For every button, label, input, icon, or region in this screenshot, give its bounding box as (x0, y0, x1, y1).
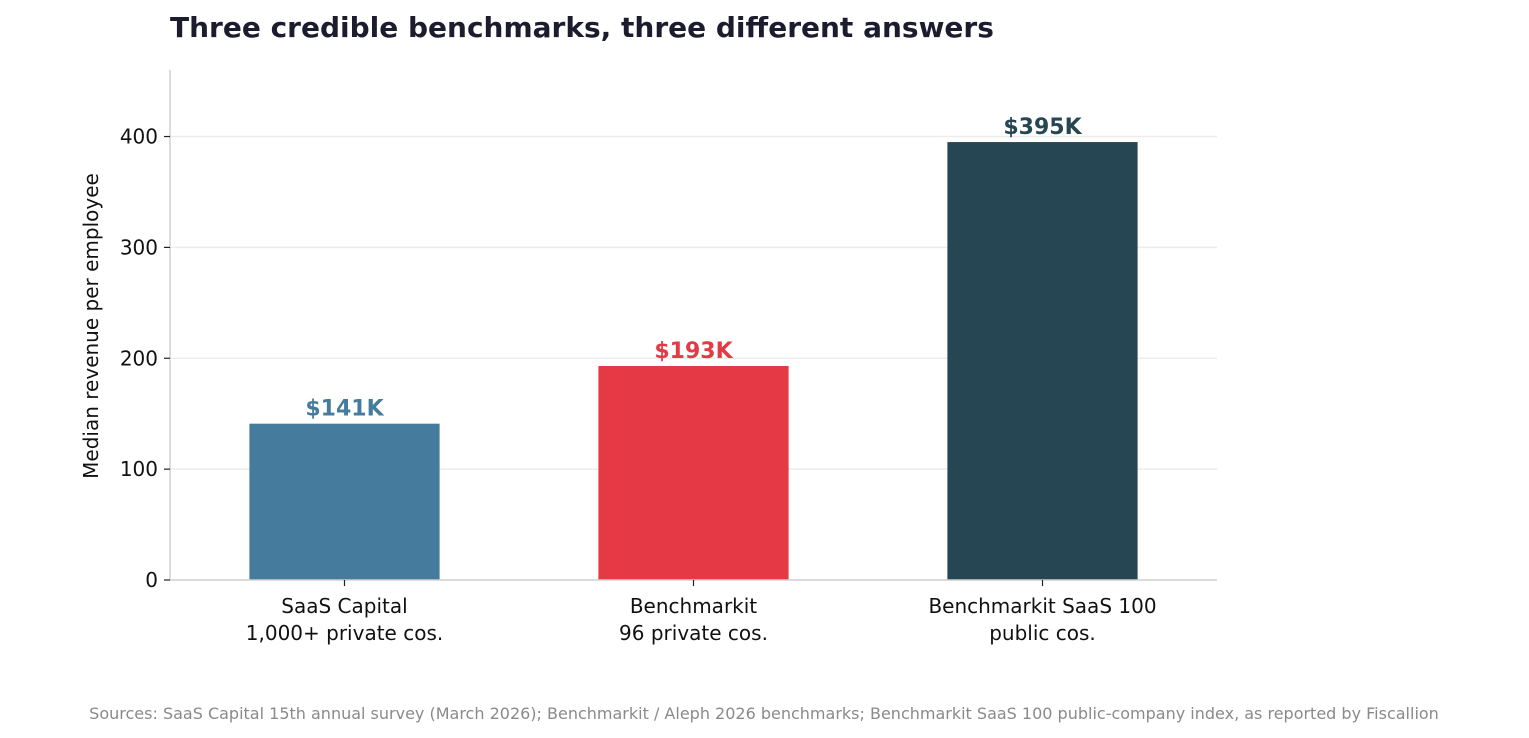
bar (598, 366, 789, 580)
x-tick-label: Benchmarkit (630, 594, 757, 618)
value-label: $141K (305, 397, 384, 422)
y-tick-label: 200 (120, 346, 158, 370)
bar (947, 142, 1138, 580)
y-tick-label: 0 (145, 568, 158, 592)
x-tick-label: SaaS Capital (281, 594, 407, 618)
value-label: $395K (1003, 115, 1082, 140)
x-tick-label: 1,000+ private cos. (246, 621, 443, 645)
value-labels: $141K $193K $395K (305, 115, 1082, 422)
y-ticks: 0 100 200 300 400 (120, 125, 170, 592)
x-ticks: SaaS Capital 1,000+ private cos. Benchmark… (246, 580, 1157, 645)
x-tick-label: Benchmarkit SaaS 100 (928, 594, 1156, 618)
value-label: $193K (654, 339, 733, 364)
x-tick-label: public cos. (989, 621, 1096, 645)
y-axis-label: Median revenue per employee (79, 173, 103, 479)
x-tick-label: 96 private cos. (619, 621, 768, 645)
y-tick-label: 100 (120, 457, 158, 481)
chart-title: Three credible benchmarks, three differe… (170, 11, 994, 44)
bars (249, 142, 1138, 580)
y-tick-label: 400 (120, 125, 158, 149)
source-note: Sources: SaaS Capital 15th annual survey… (89, 704, 1439, 723)
bar (249, 423, 440, 580)
y-tick-label: 300 (120, 235, 158, 259)
